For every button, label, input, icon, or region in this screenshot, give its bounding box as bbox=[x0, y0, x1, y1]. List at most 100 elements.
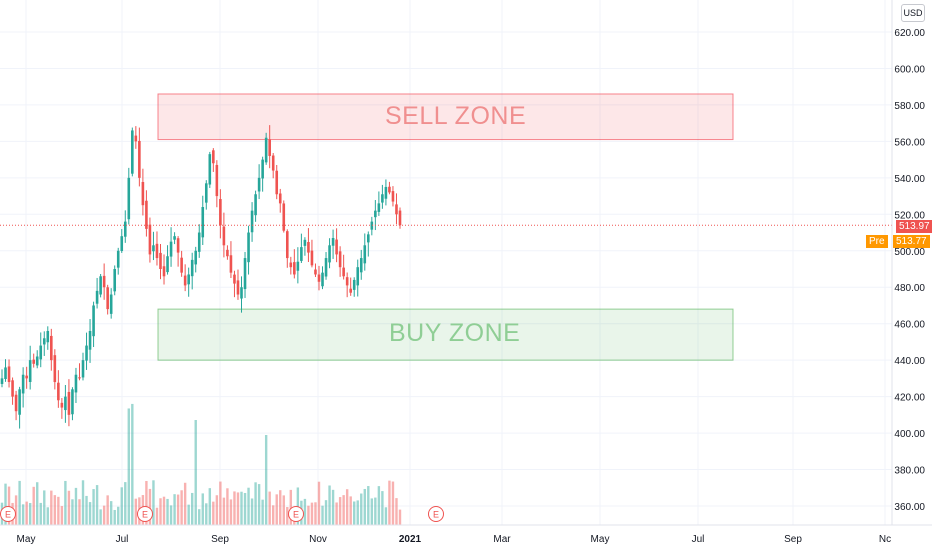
y-tick-label: 360.00 bbox=[894, 502, 925, 513]
candle-body bbox=[381, 194, 384, 203]
volume-bar bbox=[64, 480, 67, 525]
candle-body bbox=[113, 269, 117, 292]
volume-bar bbox=[120, 487, 123, 525]
candle-body bbox=[123, 221, 127, 237]
volume-bar bbox=[342, 495, 345, 525]
candle-body bbox=[296, 261, 300, 271]
y-tick-label: 580.00 bbox=[894, 101, 925, 112]
volume-bar bbox=[106, 495, 109, 525]
candle-body bbox=[391, 191, 395, 202]
candle-body bbox=[370, 221, 374, 230]
volume-bar bbox=[190, 492, 194, 525]
candle-body bbox=[243, 258, 247, 290]
candle-body bbox=[7, 366, 11, 383]
candle-body bbox=[317, 274, 321, 282]
candle-body bbox=[349, 288, 352, 293]
candle-body bbox=[141, 181, 145, 206]
candle-body bbox=[53, 355, 57, 383]
candle-body bbox=[236, 280, 240, 295]
volume-bar bbox=[85, 495, 88, 525]
volume-bar bbox=[264, 435, 268, 525]
buy-zone-box[interactable] bbox=[157, 308, 734, 361]
volume-bar bbox=[381, 491, 384, 525]
volume-bar bbox=[88, 502, 92, 525]
candle-body bbox=[152, 245, 155, 252]
volume-bar bbox=[226, 488, 229, 525]
candle-body bbox=[208, 154, 212, 185]
volume-bar bbox=[349, 496, 352, 525]
candle-body bbox=[194, 250, 198, 265]
candle-body bbox=[134, 135, 138, 142]
volume-bar bbox=[222, 497, 226, 525]
candle-body bbox=[268, 139, 271, 156]
candle-body bbox=[109, 294, 113, 314]
volume-bar bbox=[282, 495, 285, 525]
x-tick-label: Nov bbox=[309, 534, 327, 545]
candle-body bbox=[138, 140, 141, 178]
volume-bar bbox=[124, 482, 127, 525]
candle-body bbox=[261, 159, 264, 179]
earnings-marker[interactable] bbox=[0, 506, 16, 522]
volume-bar bbox=[155, 507, 159, 525]
candle-body bbox=[377, 203, 381, 212]
candle-body bbox=[395, 204, 398, 215]
volume-bar bbox=[53, 495, 57, 525]
candle-body bbox=[293, 262, 296, 275]
volume-bar bbox=[345, 489, 349, 525]
volume-bar bbox=[198, 509, 201, 525]
candle-body bbox=[303, 239, 307, 246]
currency-button[interactable]: USD bbox=[901, 4, 925, 22]
volume-bar bbox=[275, 494, 278, 525]
volume-bar bbox=[102, 505, 106, 525]
candle-body bbox=[35, 356, 39, 366]
volume-bar bbox=[173, 494, 176, 525]
candle-body bbox=[285, 231, 289, 259]
premarket-label: Pre bbox=[866, 235, 888, 248]
earnings-marker[interactable] bbox=[288, 506, 304, 522]
candle-body bbox=[159, 252, 162, 269]
volume-bar bbox=[317, 481, 321, 525]
candle-body bbox=[67, 391, 71, 415]
candle-body bbox=[264, 137, 268, 163]
candle-body bbox=[374, 210, 377, 218]
earnings-marker-label: E bbox=[433, 510, 439, 520]
candle-body bbox=[384, 186, 388, 199]
candle-body bbox=[14, 394, 18, 412]
volume-bar bbox=[14, 495, 18, 525]
candle-body bbox=[71, 389, 74, 415]
candle-body bbox=[222, 226, 226, 246]
candle-body bbox=[352, 279, 356, 290]
volume-bar bbox=[398, 509, 402, 525]
candle-body bbox=[363, 245, 367, 264]
earnings-marker[interactable] bbox=[137, 506, 153, 522]
volume-bar bbox=[307, 505, 310, 525]
sell-zone-label: SELL ZONE bbox=[385, 102, 527, 130]
candle-body bbox=[398, 210, 402, 226]
x-tick-label: Sep bbox=[784, 534, 802, 545]
volume-bar bbox=[310, 502, 314, 525]
candle-body bbox=[226, 249, 229, 257]
candle-body bbox=[64, 396, 67, 411]
volume-bar bbox=[321, 505, 324, 525]
candle-body bbox=[60, 402, 64, 408]
candle-body bbox=[300, 247, 303, 261]
candle-body bbox=[310, 250, 314, 266]
x-tick-label: May bbox=[591, 534, 610, 545]
volume-bar bbox=[374, 497, 377, 525]
volume-bar bbox=[303, 498, 307, 525]
candle-body bbox=[18, 389, 21, 415]
sell-zone-box[interactable] bbox=[157, 93, 734, 141]
candle-body bbox=[187, 274, 190, 285]
candle-body bbox=[78, 377, 81, 379]
x-tick-label: Jul bbox=[692, 534, 705, 545]
volume-bar bbox=[32, 486, 35, 525]
candle-body bbox=[257, 177, 261, 192]
volume-bar bbox=[367, 486, 370, 525]
candle-body bbox=[57, 382, 60, 401]
volume-bar bbox=[169, 505, 173, 525]
earnings-marker[interactable] bbox=[428, 506, 444, 522]
candle-body bbox=[233, 274, 236, 284]
volume-bar bbox=[39, 502, 42, 525]
volume-bar bbox=[384, 507, 388, 525]
